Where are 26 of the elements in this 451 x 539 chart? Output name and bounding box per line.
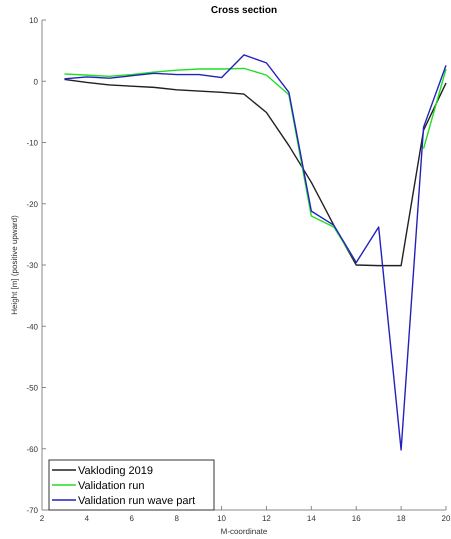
x-tick-label: 4	[84, 514, 90, 523]
x-tick-label: 2	[40, 514, 45, 523]
x-tick-label: 10	[217, 514, 227, 523]
legend-label: Vakloding 2019	[78, 465, 154, 477]
y-tick-label: -20	[26, 200, 39, 209]
y-tick-label: 10	[29, 16, 39, 25]
x-axis-title: M-coordinate	[220, 527, 268, 536]
chart-title: Cross section	[210, 5, 278, 16]
x-tick-label: 18	[396, 514, 406, 523]
y-tick-label: -10	[26, 138, 39, 148]
y-axis-title: Height [m] (positive upward)	[10, 214, 19, 315]
y-tick-label: -40	[26, 322, 39, 332]
line-series	[64, 54, 447, 451]
x-tick-label: 16	[352, 514, 362, 523]
legend-label: Validation run	[78, 480, 144, 492]
y-tick-label: -70	[26, 506, 39, 515]
y-tick-label: -50	[26, 384, 39, 392]
y-tick-label: 0	[34, 77, 39, 86]
x-tick-label: 20	[442, 514, 451, 523]
x-tick-label: 12	[262, 514, 272, 523]
y-tick-label: -30	[26, 261, 39, 270]
legend-label: Validation run wave part	[78, 495, 196, 507]
y-tick-label: -60	[26, 444, 39, 454]
x-tick-label: 6	[130, 514, 135, 523]
x-tick-label: 14	[306, 514, 316, 523]
x-tick-label: 8	[174, 514, 180, 523]
